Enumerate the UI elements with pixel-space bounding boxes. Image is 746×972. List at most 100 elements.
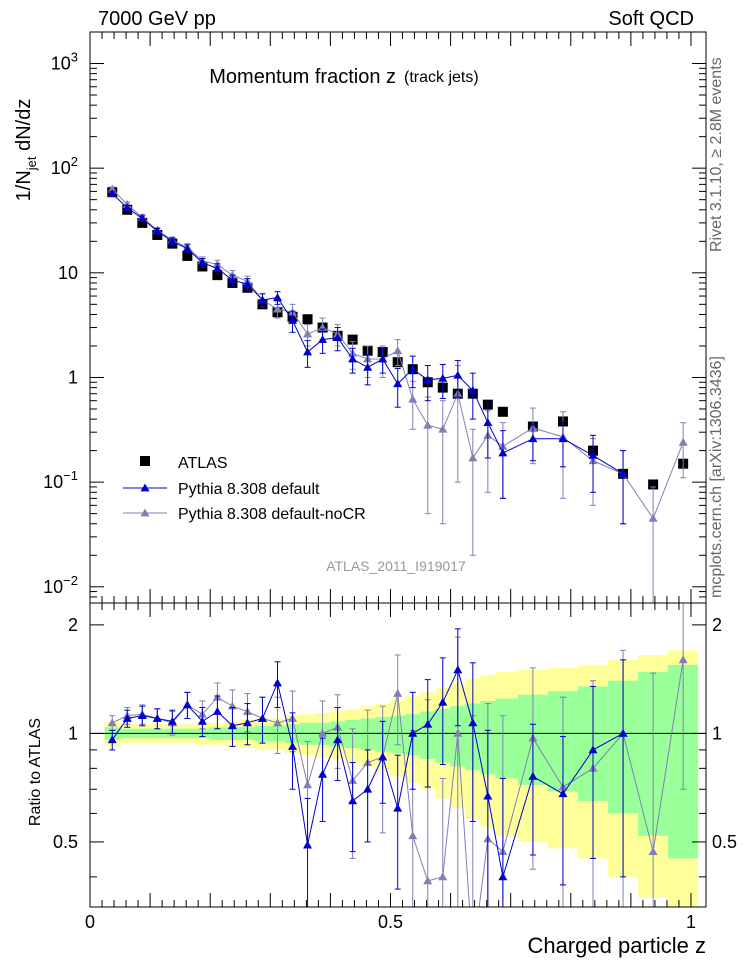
nocr-point bbox=[423, 420, 433, 429]
nocr-point bbox=[107, 184, 117, 193]
nocr-point bbox=[648, 513, 658, 522]
legend-nocr-marker bbox=[140, 508, 150, 517]
ratio-nocr-point bbox=[678, 655, 688, 664]
legend-atlas-marker bbox=[140, 456, 150, 466]
default-point bbox=[558, 434, 568, 443]
atlas-point bbox=[212, 270, 223, 281]
ratio-nocr-point bbox=[468, 952, 477, 960]
ratio-nocr-point bbox=[423, 876, 433, 885]
ratio-nocr-point bbox=[107, 718, 117, 727]
ratio-uncertainty-bands bbox=[104, 650, 699, 907]
ratio-default-point bbox=[333, 735, 343, 744]
ratio-nocr-point bbox=[318, 728, 328, 737]
ratio-default-point bbox=[423, 719, 433, 728]
y-axis-title-sub: jet bbox=[24, 156, 39, 171]
x-tick-label: 1 bbox=[686, 912, 696, 932]
atlas-point bbox=[152, 229, 163, 240]
default-point bbox=[423, 375, 433, 384]
ratio-y-axis-title: Ratio to ATLAS bbox=[27, 718, 44, 826]
ratio-default-point bbox=[483, 791, 493, 800]
ratio-default-point bbox=[468, 718, 478, 727]
ratio-default-point bbox=[182, 700, 192, 709]
y-tick-label: 1 bbox=[68, 367, 78, 387]
ratio-band-inner bbox=[495, 698, 518, 779]
ratio-default-point bbox=[528, 771, 538, 780]
default-point bbox=[273, 293, 283, 301]
ratio-default-point bbox=[408, 728, 418, 737]
default-point bbox=[483, 418, 493, 427]
nocr-point bbox=[408, 394, 418, 403]
ratio-default-point bbox=[378, 752, 388, 761]
default-point bbox=[363, 362, 373, 371]
default-point bbox=[348, 354, 358, 363]
nocr-point bbox=[273, 304, 283, 313]
ratio-default-point bbox=[318, 769, 328, 778]
ratio-default-point bbox=[363, 784, 373, 793]
y-tick-label: 102 bbox=[51, 154, 78, 178]
header-right: Soft QCD bbox=[608, 8, 694, 30]
main-plot-area bbox=[107, 184, 689, 603]
atlas-point bbox=[182, 250, 193, 261]
ratio-default-point bbox=[273, 678, 283, 687]
default-point bbox=[167, 236, 177, 245]
default-point bbox=[242, 279, 252, 288]
ratio-default-point bbox=[438, 697, 448, 706]
default-point bbox=[468, 386, 478, 394]
y-tick-label: 103 bbox=[51, 50, 78, 74]
default-point bbox=[318, 335, 328, 343]
ratio-default-point bbox=[393, 803, 403, 812]
ratio-frame bbox=[89, 602, 707, 908]
default-point bbox=[227, 275, 237, 284]
legend-label: ATLAS bbox=[178, 455, 228, 472]
default-point bbox=[303, 347, 313, 356]
default-point bbox=[498, 448, 508, 457]
ratio-default-point bbox=[348, 796, 358, 805]
legend: ATLAS Pythia 8.308 default Pythia 8.308 de… bbox=[123, 455, 366, 523]
ratio-nocr-point bbox=[648, 847, 658, 856]
nocr-point bbox=[468, 453, 478, 462]
nocr-point bbox=[678, 437, 688, 446]
ratio-default-point bbox=[242, 718, 252, 727]
atlas-point bbox=[648, 479, 659, 490]
legend-label: Pythia 8.308 default bbox=[178, 481, 320, 498]
default-point bbox=[618, 469, 628, 478]
axis-ticks: 0 0.5 1 10−2 10−1 1 10 102 103 0.5 0.5 1 1 2 2 bbox=[43, 31, 737, 932]
ratio-tick-label-left: 2 bbox=[68, 615, 78, 635]
default-point bbox=[438, 373, 448, 382]
x-tick-label: 0 bbox=[85, 912, 95, 932]
ratio-tick-label-right: 2 bbox=[712, 615, 722, 635]
ratio-nocr-point bbox=[408, 831, 418, 840]
y-axis-title-part: dN/dz bbox=[13, 99, 35, 157]
y-axis-title: 1/Njet dN/dz bbox=[13, 99, 39, 202]
ratio-default-point bbox=[303, 840, 313, 849]
legend-default-marker bbox=[140, 483, 150, 492]
ratio-default-point bbox=[227, 721, 237, 730]
default-point bbox=[137, 214, 147, 222]
ratio-default-point bbox=[288, 741, 298, 750]
ratio-tick-label-left: 0.5 bbox=[53, 832, 78, 852]
ratio-nocr-point bbox=[303, 780, 313, 789]
ratio-default-point bbox=[257, 713, 267, 722]
legend-label: Pythia 8.308 default-noCR bbox=[178, 506, 366, 523]
nocr-point bbox=[438, 424, 448, 433]
y-tick-label: 10−2 bbox=[43, 573, 78, 597]
default-point bbox=[182, 244, 192, 253]
default-point bbox=[453, 370, 463, 379]
ratio-default-point bbox=[197, 716, 207, 725]
atlas-point bbox=[302, 314, 313, 325]
default-point bbox=[122, 203, 132, 211]
ratio-nocr-point bbox=[393, 689, 403, 697]
ratio-nocr-point bbox=[273, 718, 283, 727]
ratio-default-point bbox=[122, 713, 132, 722]
ratio-default-point bbox=[212, 707, 222, 715]
y-tick-label: 10 bbox=[58, 263, 78, 283]
default-point bbox=[528, 434, 538, 443]
analysis-label: ATLAS_2011_I919017 bbox=[326, 558, 466, 574]
ratio-tick-label-right: 0.5 bbox=[712, 832, 737, 852]
default-point bbox=[197, 258, 207, 267]
nocr-point bbox=[393, 346, 403, 355]
default-point bbox=[257, 295, 267, 304]
default-point bbox=[288, 316, 298, 324]
default-point bbox=[408, 364, 418, 373]
